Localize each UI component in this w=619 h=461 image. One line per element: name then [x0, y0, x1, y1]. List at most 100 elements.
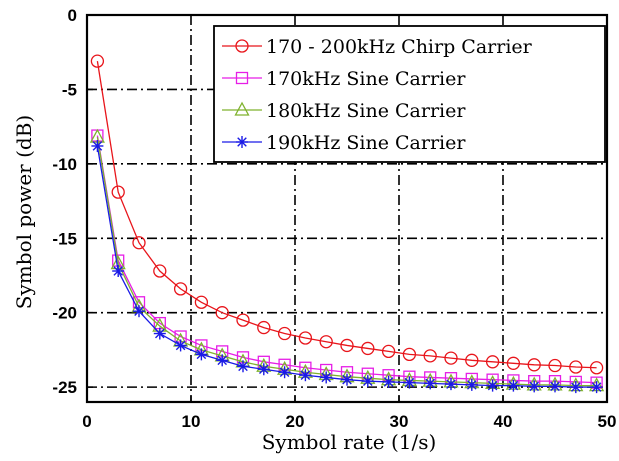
series-4: [91, 139, 603, 394]
asterisk-stroke: [342, 374, 352, 385]
data-point: [174, 339, 187, 352]
asterisk-stroke: [425, 378, 435, 389]
y-tick-label: -10: [52, 155, 77, 174]
plot-frame: [85, 13, 609, 404]
asterisk-stroke: [446, 379, 456, 389]
asterisk-stroke: [113, 266, 123, 276]
asterisk-stroke: [591, 382, 602, 392]
data-point: [548, 358, 562, 373]
asterisk-stroke: [259, 364, 269, 375]
asterisk-stroke: [300, 370, 311, 381]
data-point: [320, 371, 333, 384]
y-tick-label: -25: [52, 378, 77, 397]
asterisk-stroke: [92, 141, 103, 151]
data-point: [445, 378, 457, 391]
y-tick-label: -5: [62, 80, 77, 99]
data-point: [236, 136, 248, 148]
y-tick-label: 0: [68, 6, 77, 25]
data-point: [424, 377, 437, 390]
axes: 0 10 20 30 40 50 0 -5 -10 -15 -20 -25: [52, 6, 616, 431]
y-tick-label: -20: [52, 304, 77, 323]
data-point: [507, 379, 520, 392]
data-point: [506, 356, 521, 370]
asterisk-stroke: [383, 377, 394, 387]
data-point: [278, 366, 291, 379]
asterisk-stroke: [175, 340, 186, 351]
data-point: [257, 320, 271, 335]
asterisk-stroke: [508, 380, 519, 391]
data-point: [257, 363, 270, 376]
data-point: [569, 381, 582, 394]
x-tick-label: 20: [286, 412, 305, 431]
x-tick-label: 50: [598, 412, 617, 431]
data-point: [153, 327, 166, 340]
series-layer: [89, 54, 605, 394]
legend-entry-3: 180kHz Sine Carrier: [222, 100, 466, 122]
data-point: [112, 265, 125, 278]
data-point: [132, 236, 146, 250]
data-point: [235, 71, 249, 85]
x-tick-label: 40: [494, 412, 513, 431]
data-point: [549, 380, 561, 393]
asterisk-stroke: [134, 306, 144, 316]
x-tick-label: 10: [182, 412, 201, 431]
asterisk-stroke: [487, 380, 498, 391]
legend-label: 180kHz Sine Carrier: [266, 100, 466, 122]
data-point: [236, 313, 250, 327]
data-point: [194, 295, 209, 309]
data-point: [195, 348, 208, 361]
data-point: [423, 349, 437, 363]
legend-label: 190kHz Sine Carrier: [266, 132, 466, 154]
legend-box: [213, 25, 606, 163]
legend-entry-2: 170kHz Sine Carrier: [222, 68, 466, 90]
asterisk-stroke: [237, 137, 247, 147]
data-point: [111, 185, 125, 199]
asterisk-stroke: [196, 349, 207, 360]
asterisk-stroke: [238, 361, 248, 372]
data-point: [90, 54, 105, 68]
asterisk-stroke: [217, 355, 227, 366]
data-point: [340, 338, 354, 353]
data-point: [361, 375, 374, 388]
data-point: [173, 282, 188, 296]
data-point: [465, 378, 478, 391]
asterisk-stroke: [550, 381, 560, 392]
data-point: [277, 326, 292, 341]
asterisk-stroke: [363, 376, 373, 386]
asterisk-stroke: [155, 328, 165, 339]
data-point: [403, 376, 416, 389]
data-point: [589, 361, 604, 375]
legend-label: 170 - 200kHz Chirp Carrier: [266, 36, 533, 58]
asterisk-stroke: [529, 381, 539, 392]
series-line: [96, 61, 597, 369]
data-point: [402, 347, 417, 362]
data-point: [298, 331, 313, 345]
x-tick-label: 0: [82, 412, 91, 431]
legend-entry-1: 170 - 200kHz Chirp Carrier: [222, 36, 533, 58]
y-axis-label: Symbol power (dB): [12, 115, 36, 309]
x-tick-label: 30: [390, 412, 409, 431]
legend: 170 - 200kHz Chirp Carrier 170kHz Sine Ca…: [213, 25, 606, 163]
data-point: [234, 101, 250, 116]
data-point: [216, 354, 229, 367]
asterisk-stroke: [321, 372, 331, 383]
asterisk-stroke: [571, 382, 581, 392]
legend-entry-4: 190kHz Sine Carrier: [222, 132, 466, 154]
data-point: [444, 351, 458, 365]
data-point: [341, 373, 353, 386]
data-point: [319, 335, 333, 349]
data-point: [361, 341, 375, 356]
data-point: [235, 39, 249, 53]
data-point: [382, 375, 395, 388]
data-point: [381, 344, 396, 359]
asterisk-stroke: [404, 377, 415, 388]
series-1: [90, 54, 604, 375]
data-point: [485, 355, 500, 369]
data-point: [528, 380, 541, 393]
data-point: [133, 305, 145, 318]
data-point: [153, 264, 167, 278]
asterisk-stroke: [467, 380, 477, 390]
data-point: [299, 369, 312, 382]
data-point: [486, 379, 499, 392]
